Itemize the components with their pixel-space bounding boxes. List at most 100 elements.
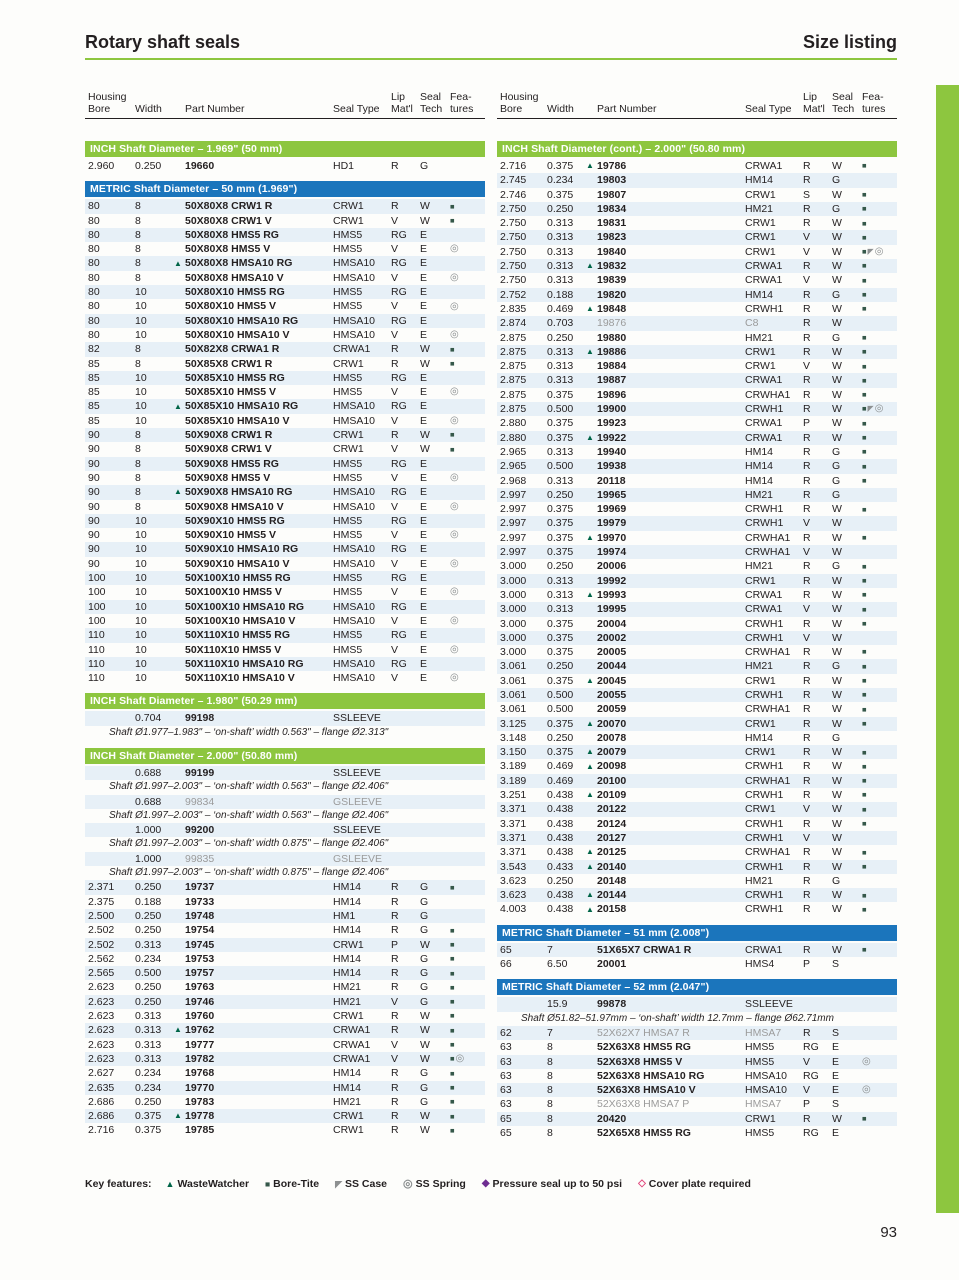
- cell-features: [862, 957, 897, 971]
- table-column-left: Housing Bore Width Part Number Seal Type Lip…: [85, 85, 485, 1138]
- bore-tite-icon: ■: [862, 819, 867, 829]
- cell-part-number: 50X80X8 HMS5 RG: [185, 228, 333, 242]
- cell-features: ■: [862, 845, 897, 859]
- cell-part-number: 19768: [185, 1066, 333, 1080]
- cell-lip-material: V: [803, 603, 811, 616]
- cell-seal-type: CRWH1: [745, 688, 784, 701]
- table-row: 80 10 50X80X10 HMSA10 V HMSA10 V E ◎: [85, 328, 485, 342]
- bore-tite-icon: ■: [450, 1025, 455, 1035]
- cell-seal-type: CRWH1: [745, 517, 784, 530]
- cell-seal-type: CRW1: [745, 360, 776, 373]
- cell-seal-type: CRW1: [333, 1010, 364, 1023]
- part-number-text: 50X100X10 HMS5 RG: [185, 572, 291, 585]
- cell-seal-tech: W: [832, 260, 842, 273]
- cover-plate-icon: ◇: [638, 1178, 646, 1189]
- cell-seal-type: CRW1: [745, 231, 776, 244]
- cell-lip-material: V: [391, 995, 399, 1008]
- cell-housing-bore: 2.686: [88, 1110, 115, 1123]
- bore-tite-icon: ■: [450, 215, 455, 225]
- header-seal-type: Seal Type: [745, 103, 792, 115]
- cell-part-number: ▲ 50X90X8 HMSA10 RG: [174, 485, 333, 499]
- cell-seal-type: HMSA10: [333, 314, 376, 327]
- wastewatcher-icon: ▲: [174, 1111, 182, 1121]
- cell-housing-bore: 2.745: [500, 174, 527, 187]
- cell-seal-tech: G: [832, 660, 841, 673]
- cell-seal-tech: [420, 795, 450, 809]
- cell-width: 0.250: [135, 909, 162, 922]
- cell-seal-type: HM21: [745, 660, 774, 673]
- cell-width: 0.500: [547, 403, 574, 416]
- cell-features: [862, 316, 897, 330]
- cell-part-number: 19823: [597, 230, 745, 244]
- cell-housing-bore: 2.750: [500, 274, 527, 287]
- row-note: Shaft Ø1.997–2.003" – ‘on-shaft’ width 0…: [109, 809, 389, 821]
- cell-lip-material: R: [803, 374, 811, 387]
- cell-seal-tech: W: [832, 302, 842, 315]
- cell-seal-type: CRWA1: [745, 588, 783, 601]
- cell-seal-tech: E: [420, 543, 428, 556]
- part-number-text: 99200: [185, 824, 215, 837]
- cell-seal-tech: E: [420, 672, 428, 685]
- table-row: 2.623 0.250 19763 HM21 R G ■: [85, 980, 485, 994]
- cell-seal-type: HM14: [333, 967, 362, 980]
- cell-width: 1.000: [135, 824, 162, 837]
- part-number-text: 19757: [185, 967, 215, 980]
- cell-seal-type: HMSA10: [333, 400, 376, 413]
- cell-lip-material: [391, 795, 420, 809]
- cell-part-number: 52X63X8 HMSA10 RG: [597, 1069, 745, 1083]
- cell-width: 0.313: [547, 588, 574, 601]
- part-number-text: 99199: [185, 766, 215, 779]
- table-row: 3.150 0.375 ▲ 20079 CRW1 R W ■: [497, 745, 897, 760]
- cell-housing-bore: 90: [88, 457, 100, 470]
- cell-seal-type: HMSA10: [333, 543, 376, 556]
- bore-tite-icon: ■: [862, 690, 867, 700]
- table-row: 3.189 0.469 20100 CRWHA1 R W ■: [497, 773, 897, 789]
- table-row: 63 8 52X63X8 HMS5 V HMS5 V E ◎: [497, 1054, 897, 1069]
- cell-seal-tech: E: [420, 314, 428, 327]
- cell-width: 0.688: [135, 795, 162, 808]
- ss-spring-icon: ◎: [455, 1053, 465, 1065]
- cell-features: ■: [862, 202, 897, 216]
- cell-width: 0.234: [135, 952, 162, 965]
- cell-seal-type: HMSA10: [333, 414, 376, 427]
- table-row: 65 7 51X65X7 CRWA1 R CRWA1 R W ■: [497, 942, 897, 958]
- cell-seal-tech: E: [420, 486, 428, 499]
- cell-seal-tech: [420, 823, 450, 837]
- cell-part-number: ▲ 50X80X8 HMSA10 RG: [174, 256, 333, 270]
- table-row: 2.746 0.375 19807 CRW1 S W ■: [497, 188, 897, 202]
- cell-features: ■: [450, 1123, 485, 1137]
- cell-part-number: 52X63X8 HMS5 V: [597, 1055, 745, 1069]
- cell-housing-bore: 2.623: [88, 1024, 115, 1037]
- table-row: 2.716 0.375 19785 CRW1 R W ■: [85, 1123, 485, 1137]
- cell-seal-tech: E: [420, 328, 428, 341]
- bore-tite-icon: ■: [450, 939, 455, 949]
- part-number-text: 52X63X8 HMSA10 V: [597, 1084, 696, 1097]
- cell-housing-bore: 63: [500, 1098, 512, 1111]
- table-row: 2.997 0.375 ▲ 19970 CRWHA1 R W ■: [497, 531, 897, 545]
- cell-features: ■: [862, 702, 897, 716]
- cell-seal-tech: W: [832, 831, 842, 844]
- cell-lip-material: RG: [391, 371, 407, 384]
- cell-seal-type: CRW1: [745, 188, 776, 201]
- cell-seal-tech: E: [420, 400, 428, 413]
- part-number-text: 19876: [597, 317, 627, 330]
- cell-features: [450, 795, 485, 809]
- table-row: 2.371 0.250 19737 HM14 R G ■: [85, 880, 485, 895]
- legend-item: ◇ Cover plate required: [638, 1178, 751, 1190]
- legend-item: ◤ SS Case: [335, 1178, 387, 1190]
- cell-part-number: 20078: [597, 731, 745, 745]
- bore-tite-icon: ■: [862, 475, 867, 485]
- part-number-text: 19783: [185, 1095, 215, 1108]
- cell-lip-material: R: [803, 174, 811, 187]
- table-row: 2.502 0.250 19754 HM14 R G ■: [85, 923, 485, 937]
- cell-housing-bore: 2.875: [500, 388, 527, 401]
- cell-housing-bore: 2.635: [88, 1081, 115, 1094]
- cell-seal-tech: W: [832, 188, 842, 201]
- table-row: 4.003 0.438 ▲ 20158 CRWH1 R W ■: [497, 902, 897, 916]
- cell-seal-tech: E: [420, 586, 428, 599]
- cell-width: 0.688: [135, 766, 162, 779]
- cell-width: 1.000: [135, 852, 162, 865]
- cell-seal-type: CRW1: [333, 1124, 364, 1137]
- cell-housing-bore: 66: [500, 958, 512, 971]
